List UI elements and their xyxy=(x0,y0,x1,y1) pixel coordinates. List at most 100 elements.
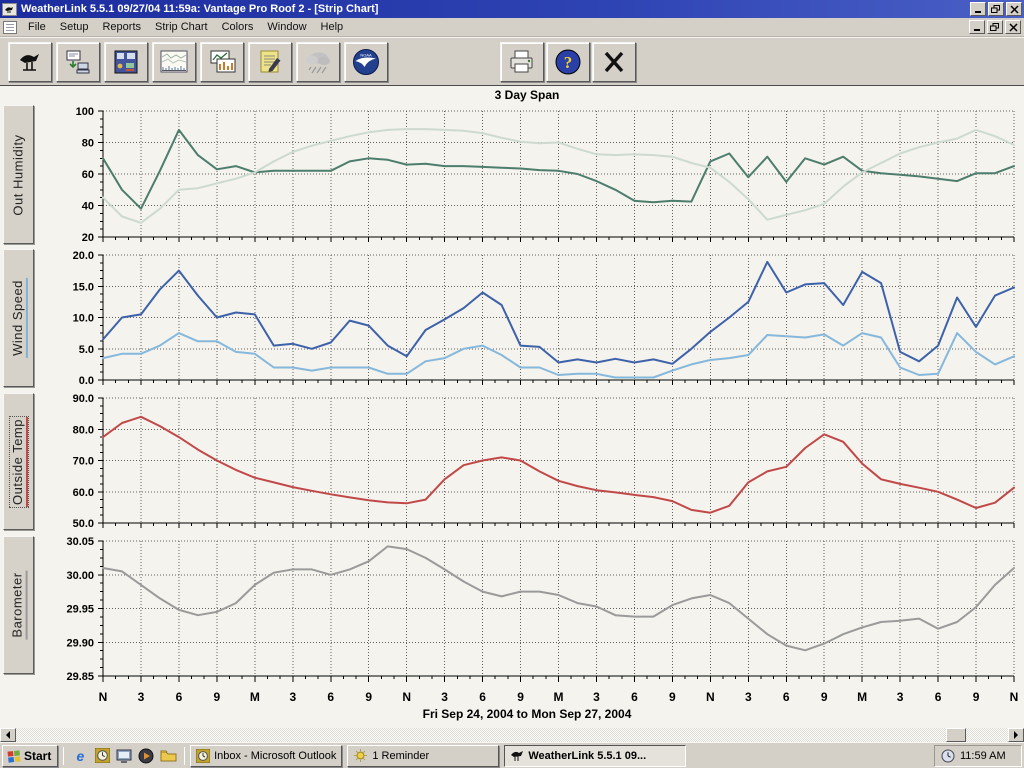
toolbar-button-plot[interactable] xyxy=(200,42,244,82)
toolbar-button-rain[interactable] xyxy=(296,42,340,82)
svg-text:3: 3 xyxy=(897,690,904,704)
reminder-icon xyxy=(353,748,368,763)
svg-text:90.0: 90.0 xyxy=(73,393,94,405)
svg-text:15.0: 15.0 xyxy=(73,281,94,293)
menu-bar: File Setup Reports Strip Chart Colors Wi… xyxy=(0,18,1024,37)
right-arrow-icon xyxy=(1014,731,1022,739)
scrollbar-thumb[interactable] xyxy=(946,728,966,742)
outlook-icon xyxy=(196,749,210,763)
svg-text:6: 6 xyxy=(783,690,790,704)
strip-chart-plot: 1008060402020.015.010.05.00.090.080.070.… xyxy=(0,86,1024,728)
child-minimize-button[interactable] xyxy=(969,20,985,34)
show-desktop-icon[interactable] xyxy=(115,747,133,765)
taskbar-separator xyxy=(63,747,64,765)
toolbar-button-download[interactable] xyxy=(56,42,100,82)
svg-text:?: ? xyxy=(564,53,573,72)
outlook-icon[interactable] xyxy=(93,747,111,765)
panel-label-out-humidity[interactable]: Out Humidity xyxy=(3,105,34,244)
panel-label-wind-speed[interactable]: Wind Speed xyxy=(3,249,34,387)
svg-text:0.0: 0.0 xyxy=(79,375,94,387)
toolbar-button-strip-chart[interactable] xyxy=(152,42,196,82)
svg-text:10.0: 10.0 xyxy=(73,313,94,325)
svg-text:80.0: 80.0 xyxy=(73,424,94,436)
svg-text:6: 6 xyxy=(327,690,334,704)
svg-text:29.95: 29.95 xyxy=(66,604,94,616)
svg-text:6: 6 xyxy=(479,690,486,704)
svg-text:20: 20 xyxy=(82,232,94,244)
plot-icon xyxy=(208,49,236,75)
menu-file[interactable]: File xyxy=(21,19,53,35)
svg-text:70.0: 70.0 xyxy=(73,456,94,468)
help-icon: ? xyxy=(554,48,582,76)
svg-text:80: 80 xyxy=(82,138,94,150)
svg-text:3: 3 xyxy=(593,690,600,704)
rain-summary-icon xyxy=(304,49,332,75)
svg-text:9: 9 xyxy=(365,690,372,704)
svg-text:3: 3 xyxy=(138,690,145,704)
menu-reports[interactable]: Reports xyxy=(95,19,148,35)
menu-setup[interactable]: Setup xyxy=(53,19,96,35)
child-window-icon[interactable] xyxy=(3,21,17,34)
svg-text:N: N xyxy=(706,690,715,704)
internet-explorer-icon[interactable]: e xyxy=(71,747,89,765)
svg-text:29.90: 29.90 xyxy=(66,637,94,649)
taskbar-separator xyxy=(184,747,185,765)
folder-icon[interactable] xyxy=(159,747,177,765)
app-icon xyxy=(2,3,17,16)
start-button[interactable]: Start xyxy=(2,745,58,767)
close-icon xyxy=(601,49,627,75)
minimize-button[interactable] xyxy=(970,2,986,16)
system-tray: 11:59 AM xyxy=(934,745,1022,767)
svg-text:30.05: 30.05 xyxy=(66,536,94,548)
child-restore-button[interactable] xyxy=(987,20,1003,34)
weather-station-icon xyxy=(17,49,43,75)
menu-colors[interactable]: Colors xyxy=(215,19,261,35)
strip-chart-icon xyxy=(160,49,188,75)
task-button-outlook[interactable]: Inbox - Microsoft Outlook xyxy=(190,745,342,767)
scroll-right-button[interactable] xyxy=(1008,728,1024,742)
menu-help[interactable]: Help xyxy=(314,19,351,35)
svg-text:6: 6 xyxy=(935,690,942,704)
svg-text:6: 6 xyxy=(631,690,638,704)
menu-strip-chart[interactable]: Strip Chart xyxy=(148,19,215,35)
toolbar-button-station[interactable] xyxy=(8,42,52,82)
noaa-icon: NOAA xyxy=(352,48,380,76)
task-button-weatherlink[interactable]: WeatherLink 5.5.1 09... xyxy=(504,745,686,767)
toolbar-button-noaa[interactable]: NOAA xyxy=(344,42,388,82)
media-player-icon[interactable] xyxy=(137,747,155,765)
toolbar-button-print[interactable] xyxy=(500,42,544,82)
svg-text:9: 9 xyxy=(214,690,221,704)
scroll-left-button[interactable] xyxy=(0,728,16,742)
svg-text:50.0: 50.0 xyxy=(73,518,94,530)
svg-text:M: M xyxy=(554,690,564,704)
menu-window[interactable]: Window xyxy=(260,19,313,35)
svg-text:6: 6 xyxy=(176,690,183,704)
toolbar-button-close-chart[interactable] xyxy=(592,42,636,82)
restore-button[interactable] xyxy=(988,2,1004,16)
window-title: WeatherLink 5.5.1 09/27/04 11:59a: Vanta… xyxy=(21,3,970,15)
close-button[interactable] xyxy=(1006,2,1022,16)
left-arrow-icon xyxy=(2,731,10,739)
tray-time: 11:59 AM xyxy=(960,750,1006,762)
child-close-button[interactable] xyxy=(1005,20,1021,34)
horizontal-scrollbar[interactable] xyxy=(0,728,1024,742)
panel-label-barometer[interactable]: Barometer xyxy=(3,536,34,674)
svg-text:9: 9 xyxy=(669,690,676,704)
svg-text:29.85: 29.85 xyxy=(66,671,94,683)
svg-text:5.0: 5.0 xyxy=(79,344,94,356)
svg-text:N: N xyxy=(1010,690,1019,704)
console-bulletin-icon xyxy=(113,49,139,75)
toolbar-button-console[interactable] xyxy=(104,42,148,82)
toolbar-button-help[interactable]: ? xyxy=(546,42,590,82)
svg-text:M: M xyxy=(250,690,260,704)
weatherlink-icon xyxy=(510,749,524,762)
svg-text:40: 40 xyxy=(82,201,94,213)
task-button-reminder[interactable]: 1 Reminder xyxy=(347,745,499,767)
download-data-icon xyxy=(65,49,91,75)
svg-text:30.00: 30.00 xyxy=(66,570,94,582)
svg-text:3: 3 xyxy=(745,690,752,704)
panel-label-outside-temp[interactable]: Outside Temp xyxy=(3,393,34,530)
svg-text:9: 9 xyxy=(821,690,828,704)
toolbar-button-notes[interactable] xyxy=(248,42,292,82)
svg-text:NOAA: NOAA xyxy=(360,53,372,58)
